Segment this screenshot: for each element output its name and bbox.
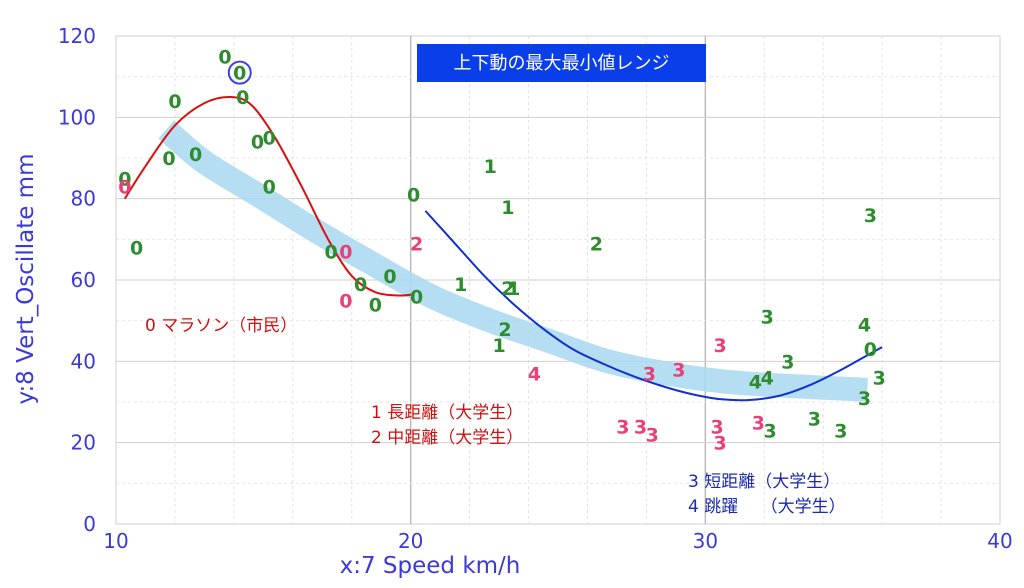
grid-layer bbox=[115, 35, 1001, 525]
y-tick-label: 60 bbox=[71, 268, 96, 292]
data-point: 0 bbox=[369, 294, 382, 316]
data-point: 1 bbox=[501, 197, 514, 219]
data-point: 3 bbox=[873, 368, 886, 390]
x-tick-label: 30 bbox=[693, 529, 718, 553]
trend-band bbox=[158, 120, 868, 402]
data-point: 2 bbox=[410, 233, 423, 255]
highlight-circle bbox=[227, 60, 252, 85]
data-point: 0 bbox=[383, 266, 396, 288]
data-point: 3 bbox=[616, 416, 629, 438]
data-point: 3 bbox=[711, 416, 724, 438]
data-point: 3 bbox=[752, 412, 765, 434]
data-point: 3 bbox=[713, 433, 726, 455]
y-tick-label: 120 bbox=[58, 24, 96, 48]
data-point: 4 bbox=[749, 372, 762, 394]
x-tick-label: 10 bbox=[103, 529, 128, 553]
data-point: 2 bbox=[590, 233, 603, 255]
data-point: 3 bbox=[781, 351, 794, 373]
data-point: 0 bbox=[168, 91, 181, 113]
legend-item-1: 1 長距離（大学生） bbox=[371, 403, 523, 423]
y-tick-label: 80 bbox=[71, 187, 96, 211]
data-point: 4 bbox=[528, 364, 541, 386]
data-point: 0 bbox=[864, 339, 877, 361]
data-point: 0 bbox=[118, 168, 131, 190]
data-point: 3 bbox=[761, 307, 774, 329]
data-point: 3 bbox=[634, 416, 647, 438]
data-point: 0 bbox=[251, 132, 264, 154]
data-point: 2 bbox=[501, 278, 514, 300]
data-point: 0 bbox=[218, 46, 231, 68]
data-point: 0 bbox=[354, 274, 367, 296]
data-point: 3 bbox=[672, 359, 685, 381]
data-point: 0 bbox=[130, 237, 143, 259]
chart-title-box: 上下動の最大最小値レンジ bbox=[417, 44, 706, 82]
data-point: 0 bbox=[324, 242, 337, 264]
data-point: 3 bbox=[713, 335, 726, 357]
data-point: 0 bbox=[407, 185, 420, 207]
blue-fit-curve bbox=[424, 210, 883, 402]
data-point: 0 bbox=[339, 242, 352, 264]
data-point: 4 bbox=[858, 315, 871, 337]
y-tick-label: 0 bbox=[83, 512, 96, 536]
fit-curves bbox=[123, 95, 883, 402]
data-point: 0 bbox=[339, 290, 352, 312]
data-point: 0 bbox=[162, 148, 175, 170]
data-point: 0 bbox=[263, 176, 276, 198]
data-point: 3 bbox=[646, 425, 659, 447]
data-point: 0 bbox=[118, 176, 131, 198]
red-fit-curve bbox=[123, 95, 414, 297]
y-axis-title: y:8 Vert_Oscillate mm bbox=[13, 154, 39, 405]
y-tick-label: 20 bbox=[71, 431, 96, 455]
data-point: 2 bbox=[498, 319, 511, 341]
data-point: 1 bbox=[507, 278, 520, 300]
data-point: 3 bbox=[808, 408, 821, 430]
data-point: 0 bbox=[263, 128, 276, 150]
x-axis-title: x:7 Speed km/h bbox=[340, 553, 521, 579]
legend-item-0: 0 マラソン（市民） bbox=[145, 316, 297, 336]
legend-item-2: 2 中距離（大学生） bbox=[371, 428, 523, 448]
y-tick-label: 100 bbox=[58, 105, 96, 129]
data-point: 0 bbox=[236, 87, 249, 109]
chart-title: 上下動の最大最小値レンジ bbox=[454, 53, 670, 74]
x-tick-label: 20 bbox=[398, 529, 423, 553]
data-point: 3 bbox=[858, 388, 871, 410]
legend-item-3: 3 短距離（大学生） bbox=[688, 472, 840, 492]
data-point: 3 bbox=[864, 205, 877, 227]
data-point: 1 bbox=[484, 156, 497, 178]
legend: 0 マラソン（市民） 1 長距離（大学生） 2 中距離（大学生） 3 短距離（大学生）… bbox=[145, 316, 846, 517]
y-tick-label: 40 bbox=[71, 349, 96, 373]
data-point: 3 bbox=[834, 420, 847, 442]
data-point: 0 bbox=[233, 63, 246, 85]
data-point: 0 bbox=[410, 286, 423, 308]
legend-item-4: 4 跳躍 （大学生） bbox=[688, 497, 846, 517]
x-tick-label: 40 bbox=[987, 529, 1012, 553]
data-point: 4 bbox=[761, 368, 774, 390]
trend-band-path bbox=[158, 120, 868, 402]
data-point: 1 bbox=[454, 274, 467, 296]
data-point: 3 bbox=[643, 364, 656, 386]
data-point: 3 bbox=[764, 420, 777, 442]
data-point: 0 bbox=[189, 144, 202, 166]
data-point: 1 bbox=[492, 335, 505, 357]
